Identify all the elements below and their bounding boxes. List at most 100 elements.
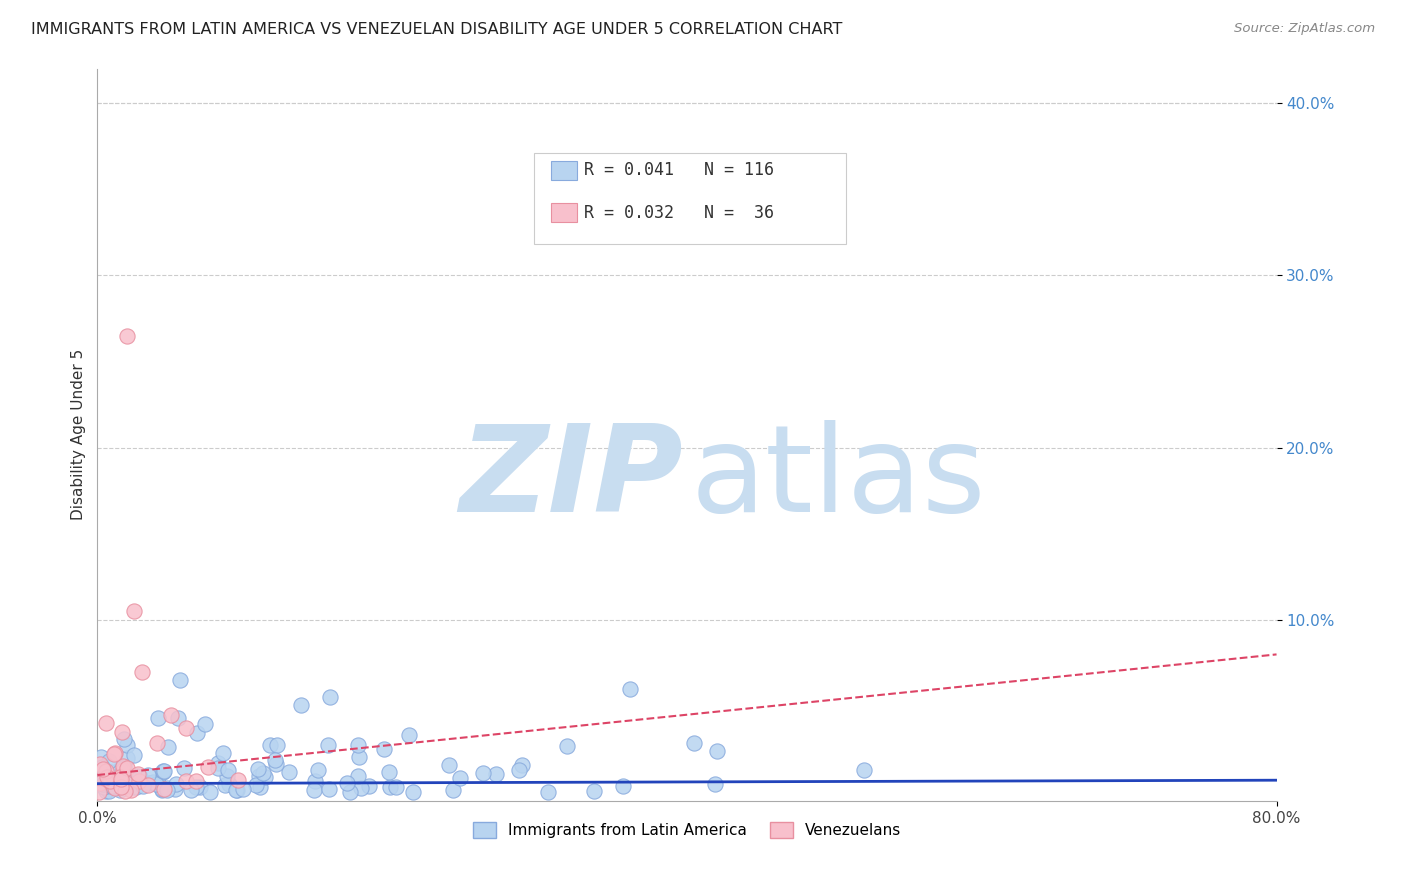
Point (510, 758, 533, 772)
Point (232, 781, 254, 796)
Point (100, 780, 122, 794)
Point (111, 725, 134, 739)
Point (139, 776, 162, 790)
Point (93, 780, 115, 794)
Point (150, 782, 173, 797)
Point (111, 759, 134, 773)
Point (165, 777, 187, 791)
Point (103, 771, 125, 785)
Point (108, 783, 131, 797)
Point (117, 775, 139, 789)
Point (121, 774, 143, 789)
Point (87, 770, 110, 784)
Point (304, 783, 326, 797)
Point (115, 328, 138, 343)
Point (350, 780, 373, 795)
Point (97, 772, 120, 787)
Point (398, 728, 420, 742)
Point (508, 763, 530, 777)
Point (112, 760, 135, 774)
Point (174, 773, 197, 788)
Point (100, 764, 122, 779)
Point (359, 779, 381, 793)
Point (96, 770, 118, 784)
Point (125, 771, 148, 785)
Point (115, 761, 138, 775)
Point (339, 785, 361, 799)
Point (120, 783, 142, 797)
Point (217, 764, 239, 778)
Text: R = 0.041   N = 116: R = 0.041 N = 116 (585, 161, 775, 179)
Point (249, 780, 271, 794)
Point (114, 784, 136, 798)
Point (347, 769, 370, 783)
Point (174, 721, 197, 735)
Point (117, 739, 139, 753)
Text: Source: ZipAtlas.com: Source: ZipAtlas.com (1234, 22, 1375, 36)
Point (304, 773, 326, 788)
Point (188, 780, 211, 794)
Point (278, 764, 301, 779)
Point (148, 776, 170, 790)
Point (619, 681, 641, 696)
Point (247, 762, 270, 776)
Point (110, 772, 132, 786)
Point (160, 707, 183, 722)
Point (156, 783, 179, 797)
Point (245, 778, 267, 792)
Point (152, 764, 174, 779)
Point (194, 717, 217, 731)
Point (173, 761, 195, 775)
FancyBboxPatch shape (551, 203, 578, 222)
Point (226, 772, 249, 787)
Point (207, 756, 229, 770)
FancyBboxPatch shape (551, 161, 578, 180)
Point (704, 777, 727, 791)
Point (146, 710, 169, 724)
Text: ZIP: ZIP (460, 420, 683, 537)
Point (117, 751, 139, 765)
Point (89, 775, 111, 789)
Point (127, 766, 149, 780)
Point (148, 777, 170, 791)
Point (98, 773, 121, 788)
Point (153, 764, 176, 778)
Point (91, 762, 114, 776)
Point (145, 777, 167, 791)
Point (184, 780, 207, 794)
Point (167, 711, 190, 725)
Point (307, 763, 329, 777)
Point (449, 771, 471, 785)
Point (131, 665, 153, 679)
Point (266, 756, 288, 771)
Text: atlas: atlas (690, 420, 986, 537)
Point (125, 780, 148, 794)
Text: IMMIGRANTS FROM LATIN AMERICA VS VENEZUELAN DISABILITY AGE UNDER 5 CORRELATION C: IMMIGRANTS FROM LATIN AMERICA VS VENEZUE… (31, 22, 842, 37)
Point (110, 762, 132, 776)
Point (90, 759, 112, 773)
Point (214, 778, 236, 792)
Point (197, 760, 219, 774)
Point (112, 731, 135, 746)
Point (138, 778, 160, 792)
Point (90, 750, 112, 764)
Point (122, 747, 145, 762)
Point (217, 769, 239, 783)
Point (169, 673, 191, 688)
Point (682, 736, 704, 750)
Point (263, 752, 285, 766)
Point (103, 747, 125, 761)
Point (385, 780, 408, 794)
Point (108, 770, 131, 784)
Point (125, 768, 148, 782)
Point (378, 764, 401, 779)
Point (94, 764, 117, 778)
Point (212, 746, 235, 760)
Legend: Immigrants from Latin America, Venezuelans: Immigrants from Latin America, Venezuela… (467, 816, 907, 845)
Point (226, 783, 249, 797)
Point (146, 736, 169, 750)
Point (335, 776, 357, 790)
Point (122, 780, 145, 794)
Point (111, 763, 134, 777)
Point (115, 776, 138, 790)
